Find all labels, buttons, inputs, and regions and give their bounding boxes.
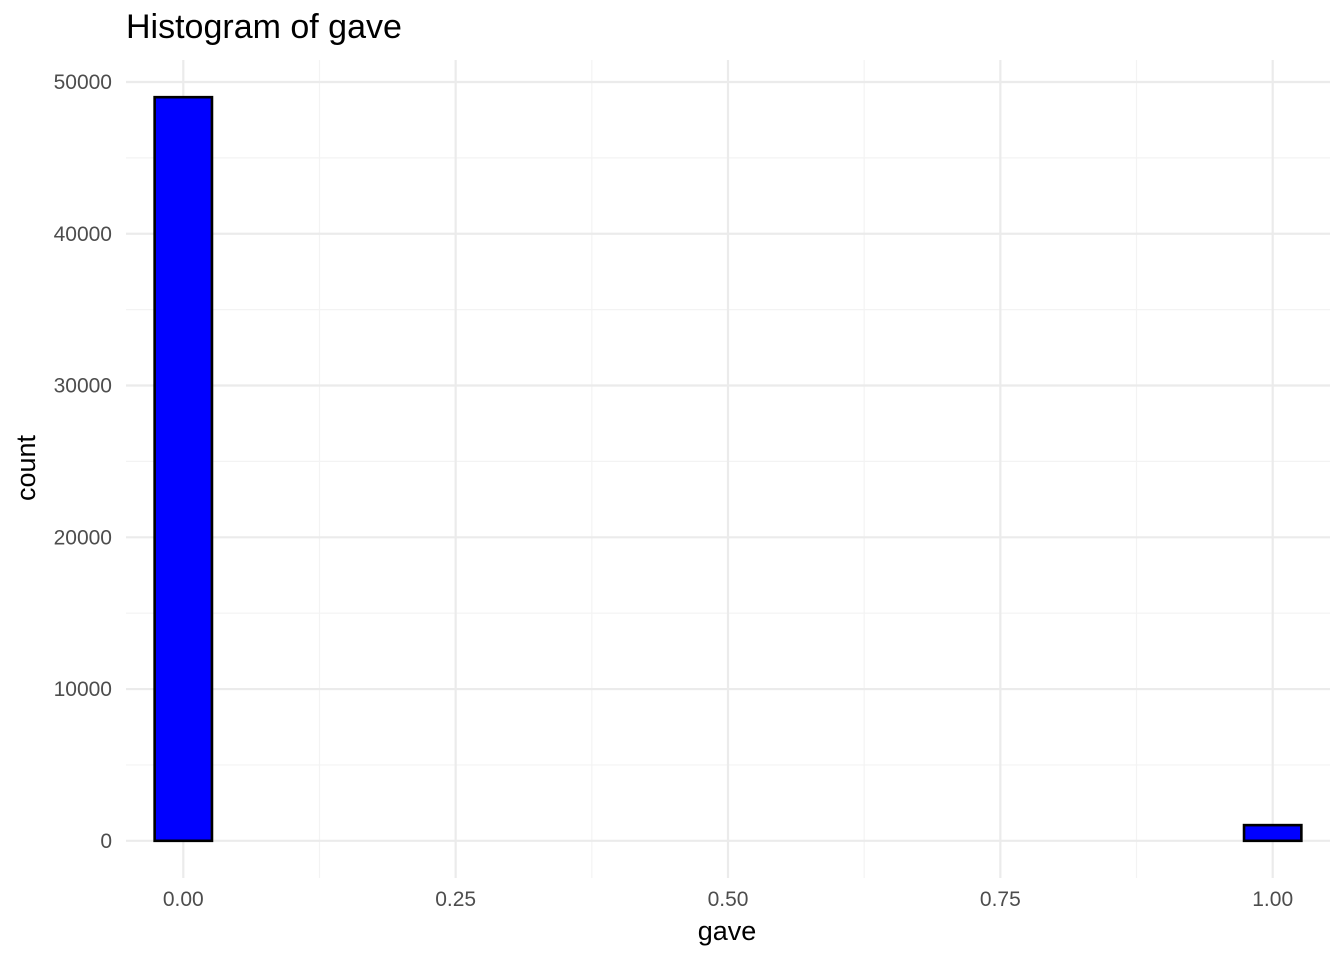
y-tick-label: 30000 [54,375,112,398]
y-tick-label: 0 [100,830,112,853]
y-axis-ticks: 0 10000 20000 30000 40000 50000 [54,71,112,853]
gridlines [126,60,1330,878]
x-axis-ticks: 0.00 0.25 0.50 0.75 1.00 [163,888,1293,911]
x-tick-label: 0.50 [708,888,749,911]
y-axis-title: count [11,434,41,501]
histogram-bar-0 [155,97,212,841]
chart-title: Histogram of gave [126,8,402,46]
y-tick-label: 50000 [54,71,112,94]
y-tick-label: 40000 [54,223,112,246]
x-tick-label: 0.75 [980,888,1021,911]
x-axis-title: gave [698,916,757,946]
x-tick-label: 0.00 [163,888,204,911]
y-tick-label: 10000 [54,678,112,701]
y-tick-label: 20000 [54,526,112,549]
x-tick-label: 0.25 [435,888,476,911]
histogram-bar-19 [1244,825,1301,841]
x-tick-label: 1.00 [1252,888,1293,911]
